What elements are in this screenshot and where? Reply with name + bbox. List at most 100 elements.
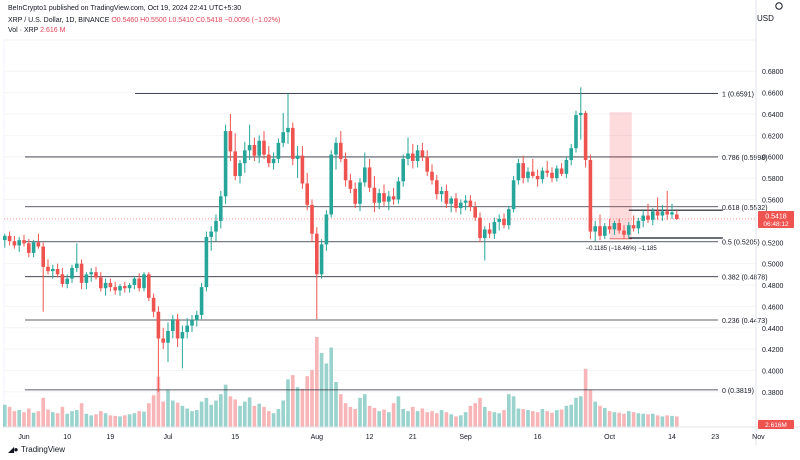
volume-bar xyxy=(343,403,348,427)
y-tick-label: 0.4400 xyxy=(762,326,784,333)
candle-body xyxy=(300,155,305,184)
candle-body xyxy=(660,211,665,216)
volume-bar xyxy=(214,400,218,427)
candle-body xyxy=(588,159,593,232)
candle-body xyxy=(622,230,626,235)
candle-body xyxy=(94,272,98,278)
volume-bar xyxy=(281,400,285,427)
candle-body xyxy=(574,115,578,149)
candle-body xyxy=(113,287,117,291)
volume-bar xyxy=(223,384,228,427)
volume-bar xyxy=(463,412,468,427)
x-tick-label: Sep xyxy=(459,434,472,441)
candle-body xyxy=(353,188,357,204)
candle-body xyxy=(487,229,492,234)
y-tick-label: 0.5200 xyxy=(762,240,784,247)
volume-bar xyxy=(545,411,549,427)
candle-body xyxy=(636,220,641,229)
candle-body xyxy=(132,278,137,286)
volume-bar xyxy=(75,410,79,427)
candle-body xyxy=(665,211,669,215)
volume-bar xyxy=(243,401,247,427)
candle-body xyxy=(646,215,650,220)
volume-bar xyxy=(459,415,463,427)
volume-bar xyxy=(516,408,521,427)
candle-body xyxy=(478,217,482,238)
volume-bar xyxy=(569,404,573,427)
candle-body xyxy=(204,236,209,288)
volume-bar xyxy=(415,411,420,427)
volume-bar xyxy=(550,412,554,427)
candle-body xyxy=(305,183,309,205)
candle-body xyxy=(31,242,36,253)
candle-body xyxy=(545,170,549,173)
candle-body xyxy=(651,211,655,220)
candle-body xyxy=(127,285,132,289)
candle-body xyxy=(151,297,156,312)
candle-body xyxy=(607,226,612,230)
candle-body xyxy=(372,187,377,203)
candle-body xyxy=(612,223,617,230)
y-tick-label: 0.5000 xyxy=(762,262,784,269)
volume-bar xyxy=(147,403,151,427)
volume-bar xyxy=(7,406,12,427)
volume-bar xyxy=(420,408,425,427)
candle-body xyxy=(521,163,525,179)
volume-bar xyxy=(651,413,655,427)
x-tick-label: 19 xyxy=(107,434,115,441)
candle-body xyxy=(228,131,233,152)
volume-bar xyxy=(454,416,458,427)
volume-bar xyxy=(449,414,453,427)
volume-bar xyxy=(22,412,26,427)
currency-label[interactable]: USD xyxy=(757,14,774,23)
candle-body xyxy=(550,172,554,179)
y-tick-label: 0.6400 xyxy=(762,112,784,119)
volume-bar xyxy=(267,411,271,427)
volume-bar xyxy=(118,416,122,427)
volume-bar xyxy=(401,409,405,427)
volume-bar xyxy=(607,411,612,427)
volume-bar xyxy=(175,402,180,427)
volume-bar xyxy=(41,397,45,427)
volume-bar xyxy=(372,407,377,427)
candle-body xyxy=(223,131,228,197)
candle-body xyxy=(75,263,79,268)
volume-bar xyxy=(348,406,353,427)
candle-body xyxy=(507,209,511,226)
candle-body xyxy=(631,225,636,229)
volume-bar xyxy=(473,403,477,427)
volume-bar xyxy=(540,409,545,427)
candle-body xyxy=(502,218,506,226)
candle-body xyxy=(598,226,602,236)
candle-body xyxy=(463,200,468,203)
volume-bar xyxy=(598,405,602,427)
volume-bar xyxy=(156,376,161,427)
volume-bar xyxy=(487,411,492,427)
candle-body xyxy=(315,233,319,275)
volume-bar xyxy=(579,396,583,427)
candle-body xyxy=(180,332,185,339)
volume-bar xyxy=(646,414,650,427)
candle-body xyxy=(439,190,444,195)
candle-body xyxy=(7,235,12,242)
candle-body xyxy=(425,156,429,172)
volume-bar xyxy=(27,408,31,427)
volume-bar xyxy=(286,379,290,427)
volume-bar xyxy=(228,396,233,427)
volume-bar xyxy=(247,397,252,427)
candle-body xyxy=(233,151,237,176)
candle-body xyxy=(387,196,391,202)
volume-bar xyxy=(276,409,281,427)
tradingview-brand[interactable]: ◢● TradingView xyxy=(8,445,65,454)
volume-bar xyxy=(171,400,175,427)
candle-body xyxy=(569,148,573,160)
candle-body xyxy=(147,274,151,298)
candle-body xyxy=(377,193,381,203)
candle-body xyxy=(51,268,55,272)
x-tick-label: 14 xyxy=(668,434,676,441)
candle-body xyxy=(559,168,564,174)
volume-bar xyxy=(555,410,559,427)
volume-bar xyxy=(526,410,530,427)
volume-bar xyxy=(655,415,660,427)
